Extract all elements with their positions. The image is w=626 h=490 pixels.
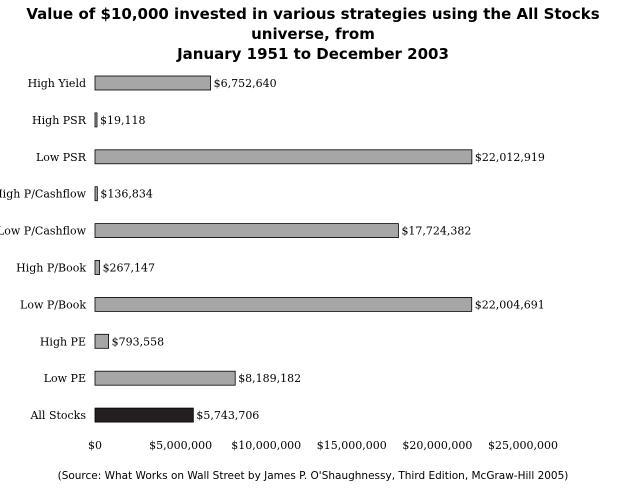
- category-label-low-psr: Low PSR: [36, 151, 87, 164]
- category-label-low-p-cashflow: Low P/Cashflow: [0, 225, 87, 238]
- x-tick-label: $10,000,000: [231, 439, 301, 452]
- category-label-high-pe: High PE: [40, 335, 86, 348]
- source-note: (Source: What Works on Wall Street by Ja…: [57, 470, 569, 482]
- data-label-high-pe: $793,558: [112, 335, 165, 348]
- bar-low-p-book: [94, 296, 473, 312]
- bar-low-psr: [94, 149, 473, 165]
- bar-high-psr: [94, 112, 98, 128]
- x-tick-label: $5,000,000: [149, 439, 212, 452]
- bar-high-p-cashflow: [94, 186, 98, 202]
- data-label-low-p-cashflow: $17,724,382: [401, 225, 471, 238]
- category-label-high-p-book: High P/Book: [16, 262, 86, 275]
- category-label-low-pe: Low PE: [44, 372, 86, 385]
- data-label-high-p-book: $267,147: [103, 262, 155, 275]
- bar-high-p-book: [94, 260, 100, 275]
- data-label-low-p-book: $22,004,691: [475, 298, 545, 311]
- bar-low-p-cashflow: [94, 223, 399, 239]
- data-label-all-stocks: $5,743,706: [196, 409, 259, 422]
- category-label-high-psr: High PSR: [32, 114, 87, 127]
- bar-low-pe: [94, 370, 236, 386]
- data-label-low-psr: $22,012,919: [475, 151, 545, 164]
- x-tick-label: $0: [88, 439, 102, 452]
- bar-all-stocks: [94, 407, 194, 423]
- data-label-high-psr: $19,118: [100, 114, 146, 127]
- chart-title-line-1: Value of $10,000 invested in various str…: [26, 5, 600, 43]
- bar-high-yield: [94, 75, 212, 91]
- x-tick-label: $15,000,000: [317, 439, 387, 452]
- category-label-high-yield: High Yield: [28, 77, 86, 90]
- x-tick-label: $20,000,000: [402, 439, 472, 452]
- category-label-all-stocks: All Stocks: [29, 409, 86, 422]
- x-tick-label: $25,000,000: [488, 439, 558, 452]
- chart-title: Value of $10,000 invested in various str…: [0, 4, 626, 64]
- data-label-high-yield: $6,752,640: [214, 77, 277, 90]
- data-label-low-pe: $8,189,182: [238, 372, 301, 385]
- chart-title-line-2: January 1951 to December 2003: [177, 45, 449, 63]
- bar-high-pe: [94, 333, 109, 349]
- category-label-low-p-book: Low P/Book: [20, 298, 86, 311]
- data-label-high-p-cashflow: $136,834: [100, 188, 152, 201]
- category-label-high-p-cashflow: High P/Cashflow: [0, 188, 87, 201]
